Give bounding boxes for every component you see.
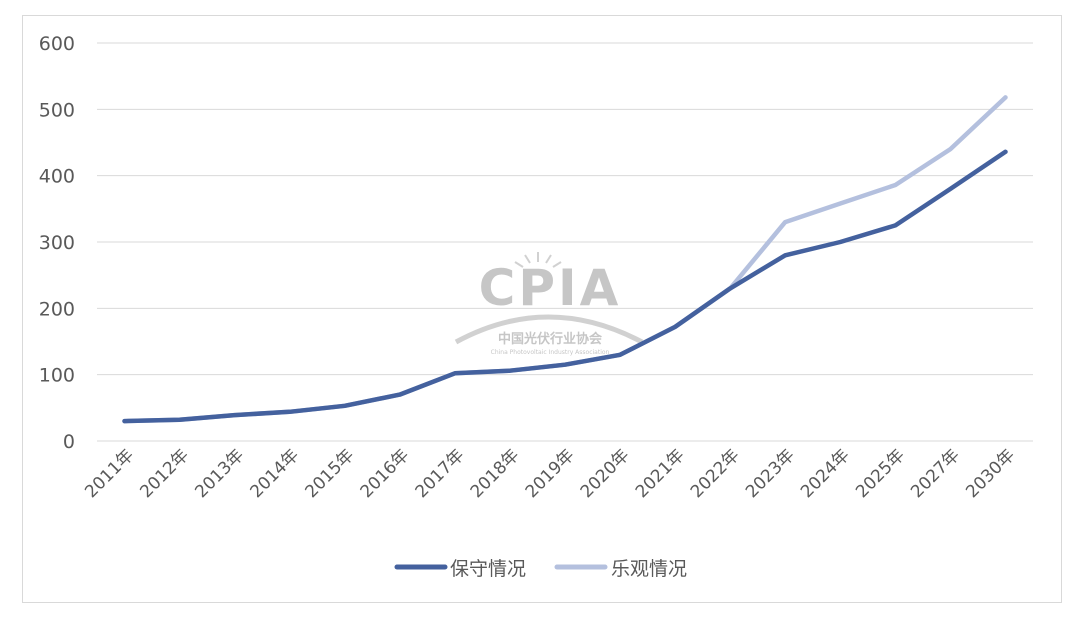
x-tick-label: 2022年 [687, 445, 744, 502]
gridlines [97, 42, 1033, 442]
x-tick-label: 2016年 [357, 445, 414, 502]
x-tick-label: 2030年 [962, 445, 1019, 502]
x-tick-label: 2025年 [852, 445, 909, 502]
y-tick-label: 300 [39, 232, 75, 254]
y-axis-ticks: 0 100 200 300 400 500 600 [39, 33, 75, 453]
watermark-org-name-cn: 中国光伏行业协会 [498, 331, 603, 347]
chart-frame [22, 15, 1062, 603]
y-tick-label: 200 [39, 298, 75, 320]
cpia-watermark: CPIA 中国光伏行业协会 China Photovoltaic Industr… [454, 252, 644, 356]
x-tick-label: 2015年 [302, 445, 359, 502]
x-tick-label: 2014年 [246, 445, 303, 502]
x-tick-label: 2018年 [467, 445, 524, 502]
x-tick-label: 2013年 [191, 445, 248, 502]
legend: 保守情况 乐观情况 [394, 558, 687, 580]
x-tick-label: 2020年 [577, 445, 634, 502]
x-tick-label: 2012年 [136, 445, 193, 502]
x-tick-label: 2017年 [412, 445, 469, 502]
x-axis-ticks: 2011年2012年2013年2014年2015年2016年2017年2018年… [81, 445, 1019, 502]
x-tick-label: 2011年 [81, 445, 138, 502]
x-tick-label: 2021年 [632, 445, 689, 502]
series-lines [122, 95, 1008, 424]
x-tick-label: 2027年 [907, 445, 964, 502]
y-tick-label: 400 [39, 166, 75, 188]
y-tick-label: 0 [63, 431, 75, 453]
watermark-org-name-en: China Photovoltaic Industry Association [491, 349, 610, 356]
y-tick-label: 600 [39, 33, 75, 55]
x-tick-label: 2019年 [522, 445, 579, 502]
x-tick-label: 2023年 [742, 445, 799, 502]
y-tick-label: 500 [39, 99, 75, 121]
y-tick-label: 100 [39, 365, 75, 387]
legend-label-conservative: 保守情况 [450, 558, 526, 580]
x-tick-label: 2024年 [797, 445, 854, 502]
watermark-logo-text: CPIA [479, 259, 622, 317]
legend-label-optimistic: 乐观情况 [611, 558, 687, 580]
watermark-arc [454, 314, 644, 345]
sun-rays-icon [514, 252, 562, 268]
